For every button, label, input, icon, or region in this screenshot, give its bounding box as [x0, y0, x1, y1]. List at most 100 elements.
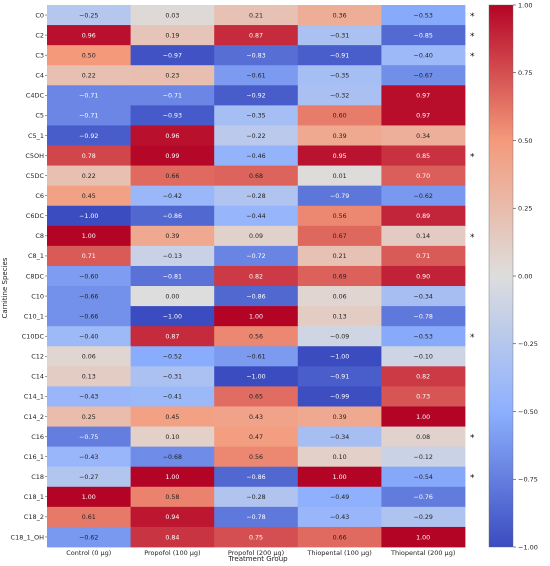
cell-value-label: 1.00 [416, 414, 430, 421]
heatmap-cell [47, 346, 131, 367]
heatmap-cell [214, 506, 299, 528]
cell-value-label: 1.00 [249, 313, 263, 320]
heatmap-cell [47, 5, 131, 26]
heatmap-cell [130, 326, 215, 347]
heatmap-cell [297, 406, 382, 427]
cell-value-label: −0.61 [246, 73, 265, 80]
x-axis-label: Treatment Group [227, 555, 288, 563]
heatmap-cell [381, 306, 466, 327]
row-tick-label: C5_1 [28, 132, 44, 140]
cell-value-label: −0.31 [330, 32, 349, 39]
cell-value-label: −0.62 [414, 193, 433, 200]
colorbar-tick-label: 0.50 [518, 137, 532, 145]
significance-star: * [470, 153, 475, 163]
heatmap-cell [297, 25, 382, 46]
significance-star: * [470, 474, 475, 484]
cell-value-label: −0.93 [163, 113, 182, 120]
heatmap-cell [47, 466, 131, 488]
heatmap-cell [130, 5, 215, 26]
heatmap-cell [214, 265, 299, 287]
row-tick-label: C18 [31, 473, 44, 481]
heatmap-cell [381, 185, 466, 207]
cell-value-label: −0.71 [79, 113, 98, 120]
cell-value-label: 0.14 [416, 233, 430, 240]
cell-value-label: 0.43 [249, 414, 263, 421]
heatmap-cell [381, 406, 466, 427]
heatmap-cell [381, 125, 466, 146]
heatmap-cell [381, 145, 466, 166]
cell-value-label: −0.92 [79, 133, 98, 140]
cell-value-label: 0.71 [82, 253, 96, 260]
row-tick-label: C6 [35, 192, 44, 200]
heatmap-cell [297, 5, 382, 26]
colorbar-tick-label: 0.25 [518, 205, 532, 213]
row-tick-label: C10 [31, 292, 44, 300]
heatmap-cell [214, 526, 299, 548]
heatmap-cell [297, 265, 382, 287]
heatmap-cell [130, 426, 215, 448]
heatmap-cell [297, 526, 382, 548]
cell-value-label: 0.22 [82, 173, 96, 180]
heatmap-cell [297, 446, 382, 468]
heatmap-cell [214, 225, 299, 247]
cell-value-label: 0.89 [416, 213, 430, 220]
row-tick-label: C8 [35, 232, 44, 240]
cell-value-label: −0.97 [163, 52, 182, 59]
cell-value-label: −0.25 [79, 12, 98, 19]
heatmap-cell [214, 165, 299, 187]
heatmap-cell [381, 265, 466, 287]
cell-value-label: 0.96 [82, 32, 96, 39]
cell-value-label: 0.47 [249, 434, 263, 441]
heatmap-cell [130, 346, 215, 367]
cell-value-label: 0.25 [82, 414, 96, 421]
heatmap-cell [47, 306, 131, 327]
heatmap-cell [297, 125, 382, 146]
heatmap-cell [47, 326, 131, 347]
cell-value-label: −0.60 [79, 273, 98, 280]
cell-value-label: 0.87 [249, 32, 263, 39]
column-tick-label: Control (0 µg) [66, 549, 111, 557]
cell-value-label: 0.19 [165, 32, 179, 39]
heatmap-cell [47, 65, 131, 86]
heatmap-cell [214, 245, 299, 267]
cell-value-label: −0.72 [246, 253, 265, 260]
heatmap-cell [214, 366, 299, 387]
cell-value-label: 0.39 [333, 133, 347, 140]
heatmap-cell [381, 446, 466, 468]
cell-value-label: 0.50 [82, 52, 96, 59]
heatmap-cell [47, 85, 131, 106]
heatmap-cell [47, 286, 131, 307]
cell-value-label: 0.82 [249, 273, 263, 280]
heatmap-cell [47, 225, 131, 247]
row-tick-label: C14 [31, 373, 44, 381]
heatmap-cell [47, 386, 131, 407]
heatmap-cell [381, 346, 466, 367]
heatmap-cell [381, 386, 466, 407]
heatmap-cell [214, 446, 299, 468]
cell-value-label: −0.44 [246, 213, 265, 220]
row-tick-label: C5OH [25, 152, 44, 160]
cell-value-label: 0.23 [165, 73, 179, 80]
heatmap-cell [297, 366, 382, 387]
row-tick-label: C18_2 [24, 513, 44, 521]
heatmap-cell [47, 486, 131, 508]
heatmap-cell [297, 486, 382, 508]
heatmap-cell [381, 486, 466, 508]
column-tick-labels: Control (0 µg) Propofol (100 µg) Propofol … [66, 549, 455, 557]
cell-value-label: −0.91 [330, 374, 349, 381]
heatmap-cell [381, 506, 466, 528]
heatmap-cell [214, 105, 299, 126]
colorbar-tick-label: −1.00 [518, 543, 538, 551]
cell-value-label: 0.39 [333, 414, 347, 421]
cell-value-label: −1.00 [79, 213, 98, 220]
row-tick-label: C4 [35, 72, 44, 80]
cell-value-label: −0.67 [414, 73, 433, 80]
heatmap-cell [297, 65, 382, 86]
cell-value-label: 0.08 [416, 434, 430, 441]
cell-value-label: −0.31 [163, 374, 182, 381]
row-tick-label: C5DC [26, 172, 45, 180]
cell-value-label: −0.09 [330, 334, 349, 341]
cell-value-label: −0.83 [246, 52, 265, 59]
cell-value-label: −0.40 [79, 334, 98, 341]
cell-value-label: −0.78 [414, 313, 433, 320]
